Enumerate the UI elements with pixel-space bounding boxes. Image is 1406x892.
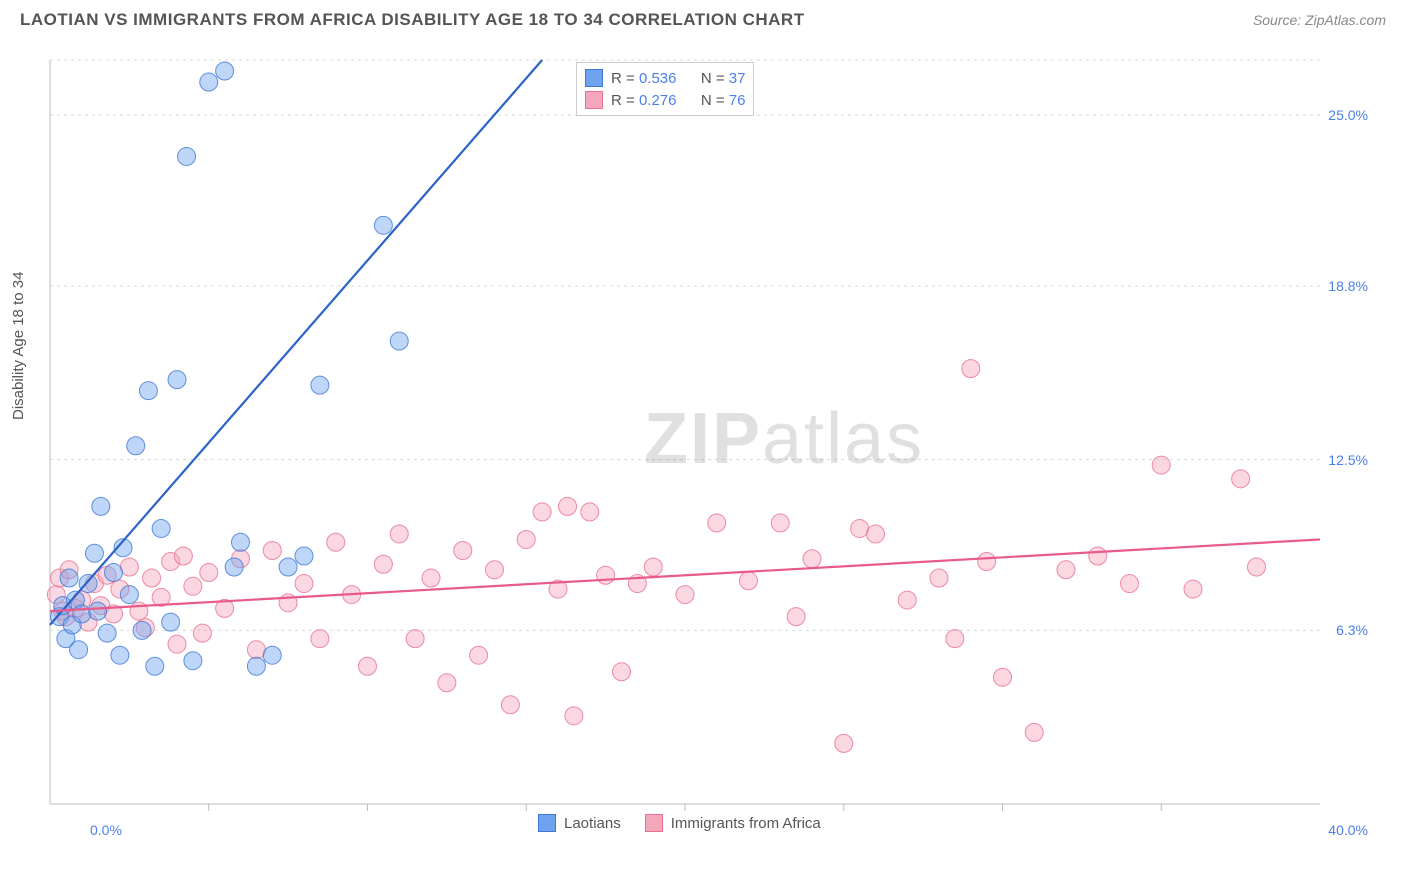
legend-swatch: [585, 91, 603, 109]
chart-area: ZIPatlas R = 0.536 N = 37R = 0.276 N = 7…: [44, 48, 1374, 838]
legend-series-name: Laotians: [564, 815, 621, 832]
legend-stat-row: R = 0.276 N = 76: [585, 89, 745, 111]
r-label: R = 0.536: [611, 70, 676, 87]
x-min-label: 0.0%: [90, 822, 122, 838]
chart-title: LAOTIAN VS IMMIGRANTS FROM AFRICA DISABI…: [20, 10, 805, 30]
source-label: Source: ZipAtlas.com: [1253, 12, 1386, 28]
legend-series-item: Immigrants from Africa: [645, 814, 821, 832]
y-tick-label: 6.3%: [1336, 622, 1368, 638]
series-legend: Laotians Immigrants from Africa: [538, 814, 821, 832]
y-tick-label: 25.0%: [1328, 107, 1368, 123]
watermark-bold: ZIP: [644, 399, 762, 479]
legend-stat-row: R = 0.536 N = 37: [585, 67, 745, 89]
x-max-label: 40.0%: [1328, 822, 1368, 838]
n-label: N = 76: [701, 92, 746, 109]
y-axis-label: Disability Age 18 to 34: [10, 272, 27, 420]
y-tick-label: 18.8%: [1328, 278, 1368, 294]
r-label: R = 0.276: [611, 92, 676, 109]
legend-swatch: [538, 814, 556, 832]
legend-swatch: [585, 69, 603, 87]
legend-swatch: [645, 814, 663, 832]
header: LAOTIAN VS IMMIGRANTS FROM AFRICA DISABI…: [0, 0, 1406, 36]
watermark-light: atlas: [762, 399, 924, 479]
correlation-legend: R = 0.536 N = 37R = 0.276 N = 76: [576, 62, 754, 116]
n-label: N = 37: [701, 70, 746, 87]
y-tick-label: 12.5%: [1328, 452, 1368, 468]
legend-series-name: Immigrants from Africa: [671, 815, 821, 832]
legend-series-item: Laotians: [538, 814, 621, 832]
watermark: ZIPatlas: [644, 398, 924, 480]
